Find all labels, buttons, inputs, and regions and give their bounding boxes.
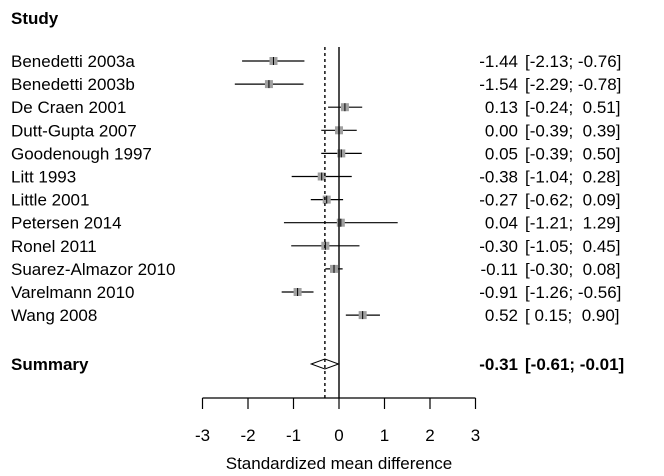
study-row: Goodenough 1997 0.05 [-0.39; 0.50] (11, 144, 620, 163)
study-row: De Craen 2001 0.13 [-0.24; 0.51] (11, 98, 620, 117)
effect-estimate: -0.38 (479, 168, 518, 187)
study-row: Ronel 2011 -0.30 [-1.05; 0.45] (11, 237, 620, 256)
study-name: Litt 1993 (11, 168, 76, 187)
confidence-interval-text: [-0.39; 0.50] (525, 144, 620, 163)
effect-estimate: 0.13 (485, 98, 518, 117)
x-tick-label: -1 (286, 426, 301, 445)
confidence-interval-text: [-0.24; 0.51] (525, 98, 620, 117)
effect-estimate: 0.52 (485, 306, 518, 325)
x-tick-label: 0 (334, 426, 343, 445)
study-name: Petersen 2014 (11, 214, 122, 233)
effect-estimate: -0.30 (479, 237, 518, 256)
summary-confidence-interval: [-0.61; -0.01] (525, 355, 624, 374)
study-name: Varelmann 2010 (11, 283, 135, 302)
study-name: Goodenough 1997 (11, 144, 152, 163)
confidence-interval-text: [-0.30; 0.08] (525, 260, 620, 279)
x-axis-label: Standardized mean difference (226, 454, 453, 473)
confidence-interval-text: [-2.13; -0.76] (525, 52, 621, 71)
effect-estimate: 0.00 (485, 121, 518, 140)
study-name: Suarez-Almazor 2010 (11, 260, 175, 279)
study-name: Benedetti 2003b (11, 75, 135, 94)
confidence-interval-text: [-0.62; 0.09] (525, 191, 620, 210)
study-name: Little 2001 (11, 191, 89, 210)
x-tick-label: 2 (425, 426, 434, 445)
study-row: Suarez-Almazor 2010 -0.11 [-0.30; 0.08] (11, 260, 620, 279)
study-row: Little 2001 -0.27 [-0.62; 0.09] (11, 191, 620, 210)
study-row: Varelmann 2010 -0.91 [-1.26; -0.56] (11, 283, 621, 302)
x-axis: -3 -2 -1 0 1 2 3 (195, 397, 480, 445)
x-tick-label: -2 (240, 426, 255, 445)
study-row: Benedetti 2003a -1.44 [-2.13; -0.76] (11, 52, 621, 71)
study-row: Litt 1993 -0.38 [-1.04; 0.28] (11, 168, 620, 187)
effect-estimate: -0.91 (479, 283, 518, 302)
confidence-interval-text: [-1.04; 0.28] (525, 168, 620, 187)
confidence-interval-text: [-1.05; 0.45] (525, 237, 620, 256)
summary-estimate: -0.31 (479, 355, 518, 374)
study-row: Dutt-Gupta 2007 0.00 [-0.39; 0.39] (11, 121, 620, 140)
summary-row: Summary -0.31 [-0.61; -0.01] (11, 355, 624, 374)
confidence-interval-text: [-2.29; -0.78] (525, 75, 621, 94)
study-row: Wang 2008 0.52 [ 0.15; 0.90] (11, 306, 620, 325)
study-row: Petersen 2014 0.04 [-1.21; 1.29] (11, 214, 620, 233)
effect-estimate: 0.04 (485, 214, 518, 233)
study-column-header: Study (11, 9, 59, 28)
x-tick-label: 3 (471, 426, 480, 445)
effect-estimate: 0.05 (485, 144, 518, 163)
x-tick-label: 1 (380, 426, 389, 445)
summary-label: Summary (11, 355, 89, 374)
study-name: Wang 2008 (11, 306, 97, 325)
study-row: Benedetti 2003b -1.54 [-2.29; -0.78] (11, 75, 621, 94)
effect-estimate: -1.44 (479, 52, 518, 71)
study-name: De Craen 2001 (11, 98, 126, 117)
effect-estimate: -1.54 (479, 75, 518, 94)
study-name: Dutt-Gupta 2007 (11, 121, 137, 140)
study-name: Benedetti 2003a (11, 52, 135, 71)
confidence-interval-text: [-0.39; 0.39] (525, 121, 620, 140)
confidence-interval-text: [-1.21; 1.29] (525, 214, 620, 233)
confidence-interval-text: [ 0.15; 0.90] (525, 306, 620, 325)
study-name: Ronel 2011 (11, 237, 97, 256)
x-tick-label: -3 (195, 426, 210, 445)
confidence-interval-text: [-1.26; -0.56] (525, 283, 621, 302)
study-rows: Benedetti 2003a -1.44 [-2.13; -0.76]Benede… (11, 52, 624, 374)
effect-estimate: -0.11 (481, 260, 519, 279)
effect-estimate: -0.27 (479, 191, 518, 210)
